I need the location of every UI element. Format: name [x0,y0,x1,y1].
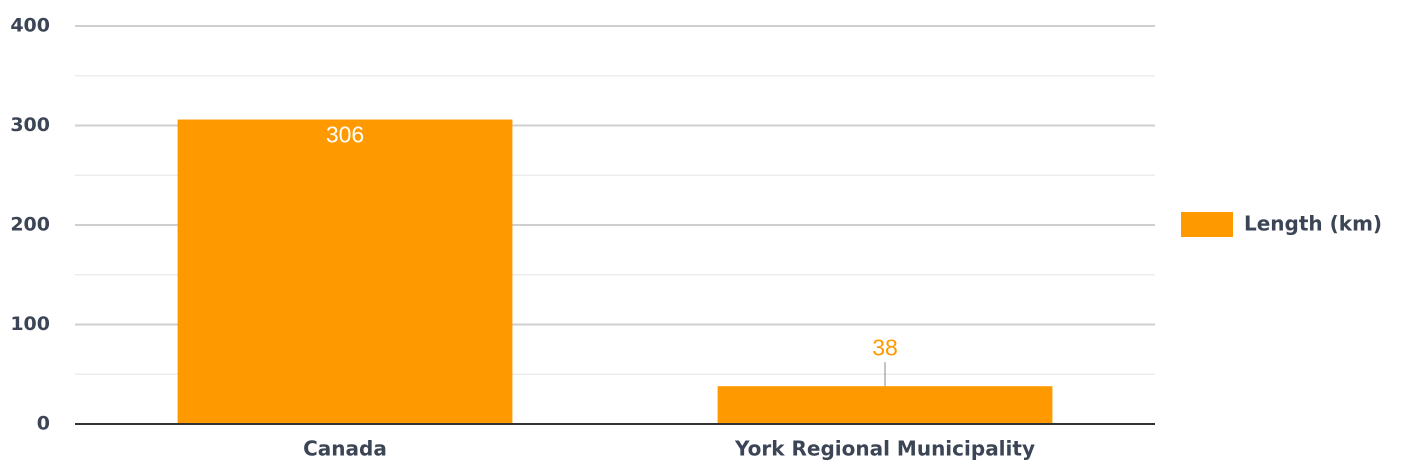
bar [717,386,1053,424]
value-label: 38 [872,334,898,360]
y-tick-label: 300 [10,114,50,136]
y-tick-label: 0 [37,413,50,435]
x-tick-label: Canada [303,437,387,461]
y-tick-label: 100 [10,313,50,335]
legend-swatch [1181,212,1233,237]
bar [177,119,513,424]
value-label: 306 [326,122,364,148]
y-tick-label: 400 [10,15,50,37]
x-tick-label: York Regional Municipality [734,437,1035,461]
y-tick-label: 200 [10,214,50,236]
legend-label: Length (km) [1244,212,1382,236]
